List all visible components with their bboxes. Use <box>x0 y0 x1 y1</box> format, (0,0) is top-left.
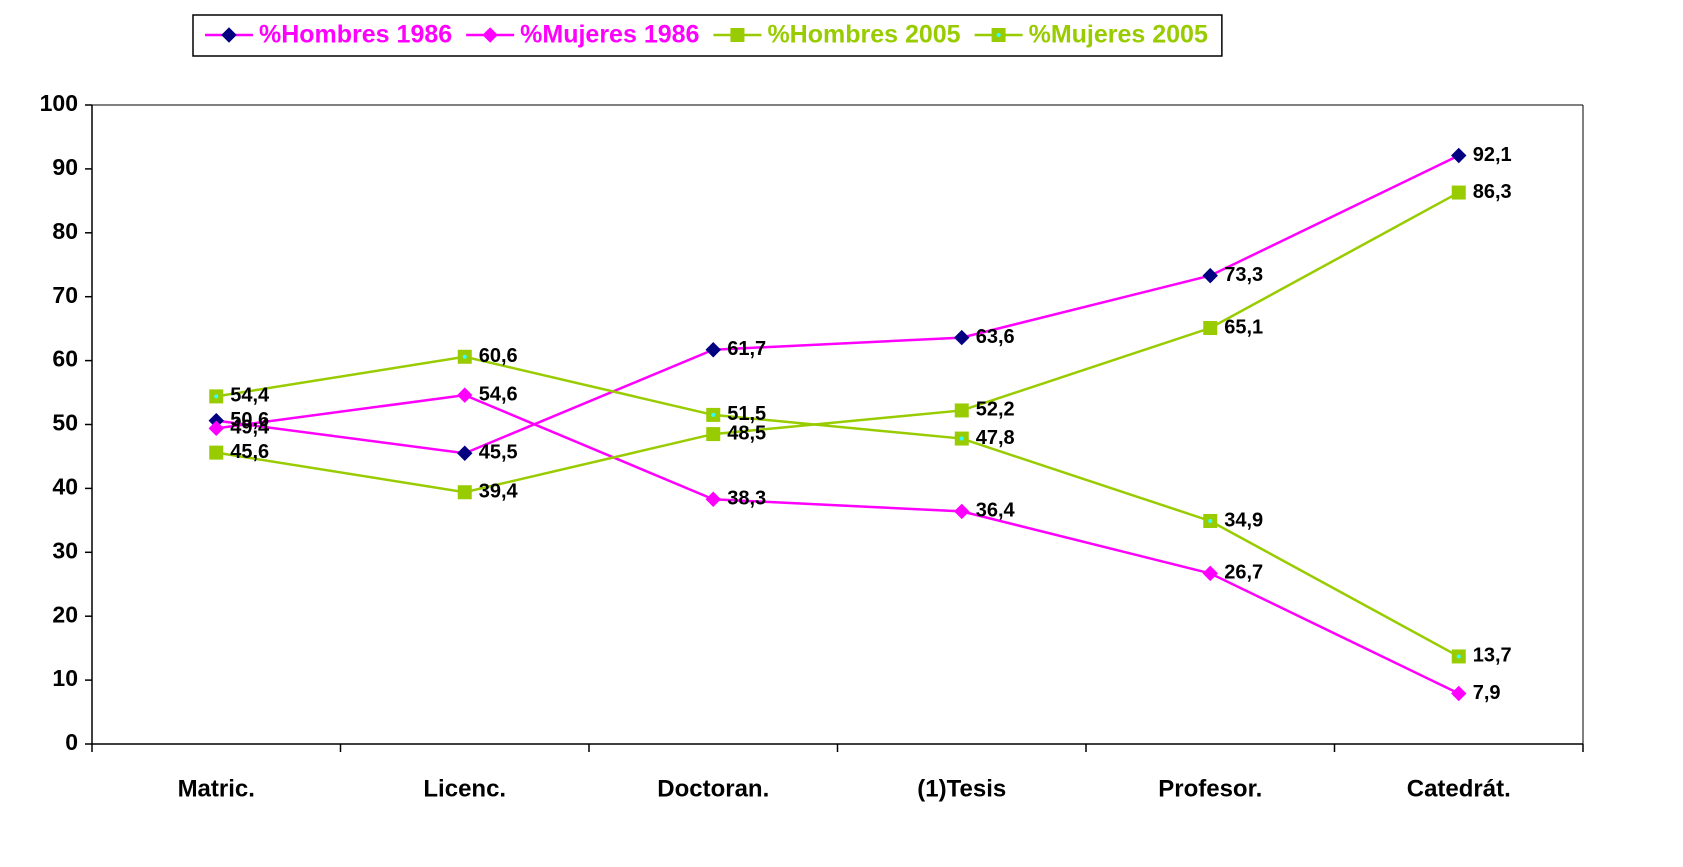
marker <box>730 28 745 42</box>
marker <box>209 389 224 404</box>
legend-label: %Mujeres 2005 <box>1029 21 1208 49</box>
y-tick-label: 40 <box>52 473 78 499</box>
x-tick-label: Matric. <box>178 775 255 802</box>
series-line <box>216 191 1460 494</box>
data-label: 39,4 <box>479 481 519 503</box>
marker <box>457 485 472 500</box>
marker-dot <box>711 412 716 417</box>
data-label: 50,6 <box>230 409 269 431</box>
data-label: 34,9 <box>1224 509 1263 531</box>
data-label: 54,6 <box>479 383 518 405</box>
marker <box>1203 321 1218 336</box>
marker <box>1451 147 1467 164</box>
data-label: 45,6 <box>230 441 269 463</box>
legend-box <box>192 14 1223 57</box>
y-tick-label: 100 <box>40 90 78 116</box>
marker-square <box>730 28 745 42</box>
x-tick-label: Doctoran. <box>657 775 769 802</box>
marker <box>1451 649 1466 664</box>
data-label: 92,1 <box>1473 144 1512 166</box>
y-tick-label: 70 <box>52 282 78 308</box>
marker <box>208 420 224 437</box>
y-tick-label: 80 <box>52 218 78 244</box>
marker <box>221 27 237 43</box>
marker <box>457 445 473 461</box>
marker-dot <box>996 33 1001 37</box>
marker <box>1202 565 1218 582</box>
legend: %Hombres 1986 %Mujeres 1986 %Hombres 2005%… <box>192 14 1223 57</box>
marker <box>954 503 970 520</box>
data-label: 36,4 <box>976 500 1016 522</box>
series-line <box>216 393 1460 695</box>
data-label: 45,5 <box>479 442 518 464</box>
marker-square <box>954 403 969 418</box>
marker <box>954 329 970 346</box>
x-tick-label: (1)Tesis <box>917 775 1006 802</box>
data-label: 13,7 <box>1473 645 1512 667</box>
data-label: 47,8 <box>976 427 1015 449</box>
marker <box>457 387 473 403</box>
data-label: 7,9 <box>1473 682 1501 704</box>
series-line <box>216 154 1460 455</box>
marker <box>991 28 1006 42</box>
marker <box>705 342 721 358</box>
data-label: 65,1 <box>1224 316 1263 338</box>
y-tick-label: 90 <box>52 154 78 180</box>
data-label: 51,5 <box>727 403 766 425</box>
x-tick-label: Catedrát. <box>1407 775 1511 802</box>
marker-square <box>1203 321 1218 336</box>
y-tick-label: 50 <box>52 410 78 436</box>
marker-square <box>706 427 721 442</box>
marker <box>1202 267 1218 284</box>
y-tick-label: 60 <box>52 346 78 372</box>
data-label: 38,3 <box>727 488 766 510</box>
legend-label: %Hombres 2005 <box>767 21 960 49</box>
marker-dot <box>959 436 964 441</box>
data-label: 61,7 <box>727 338 766 360</box>
data-label: 73,3 <box>1224 264 1263 286</box>
marker-square <box>209 445 224 460</box>
marker-dot <box>214 394 219 399</box>
data-label: 52,2 <box>976 399 1015 421</box>
data-label: 86,3 <box>1473 181 1512 203</box>
legend-label: %Mujeres 1986 <box>520 21 699 49</box>
data-label: 26,7 <box>1224 562 1263 584</box>
marker <box>954 431 969 446</box>
y-tick-label: 30 <box>52 537 78 563</box>
marker-dot <box>462 354 467 359</box>
y-tick-label: 20 <box>52 601 78 627</box>
marker-square <box>457 485 472 500</box>
marker <box>706 407 721 422</box>
legend-label: %Hombres 1986 <box>259 21 452 49</box>
data-label: 60,6 <box>479 345 518 367</box>
x-tick-label: Profesor. <box>1158 775 1262 802</box>
marker <box>457 349 472 364</box>
marker <box>1203 513 1218 528</box>
marker <box>706 427 721 442</box>
marker-dot <box>1208 518 1213 523</box>
marker <box>482 27 498 43</box>
y-tick-label: 10 <box>52 665 78 691</box>
data-label: 63,6 <box>976 326 1015 348</box>
y-tick-label: 0 <box>65 729 78 755</box>
marker <box>705 491 721 507</box>
data-label: 48,5 <box>727 422 766 444</box>
marker <box>1451 185 1466 200</box>
marker-square <box>1451 185 1466 200</box>
data-label: 54,4 <box>230 385 270 407</box>
marker-dot <box>1456 654 1461 659</box>
marker <box>209 445 224 460</box>
series-line <box>216 355 1460 658</box>
data-label: 49,4 <box>230 417 270 439</box>
x-tick-label: Licenc. <box>423 775 506 802</box>
marker <box>954 403 969 418</box>
marker <box>1451 685 1467 702</box>
